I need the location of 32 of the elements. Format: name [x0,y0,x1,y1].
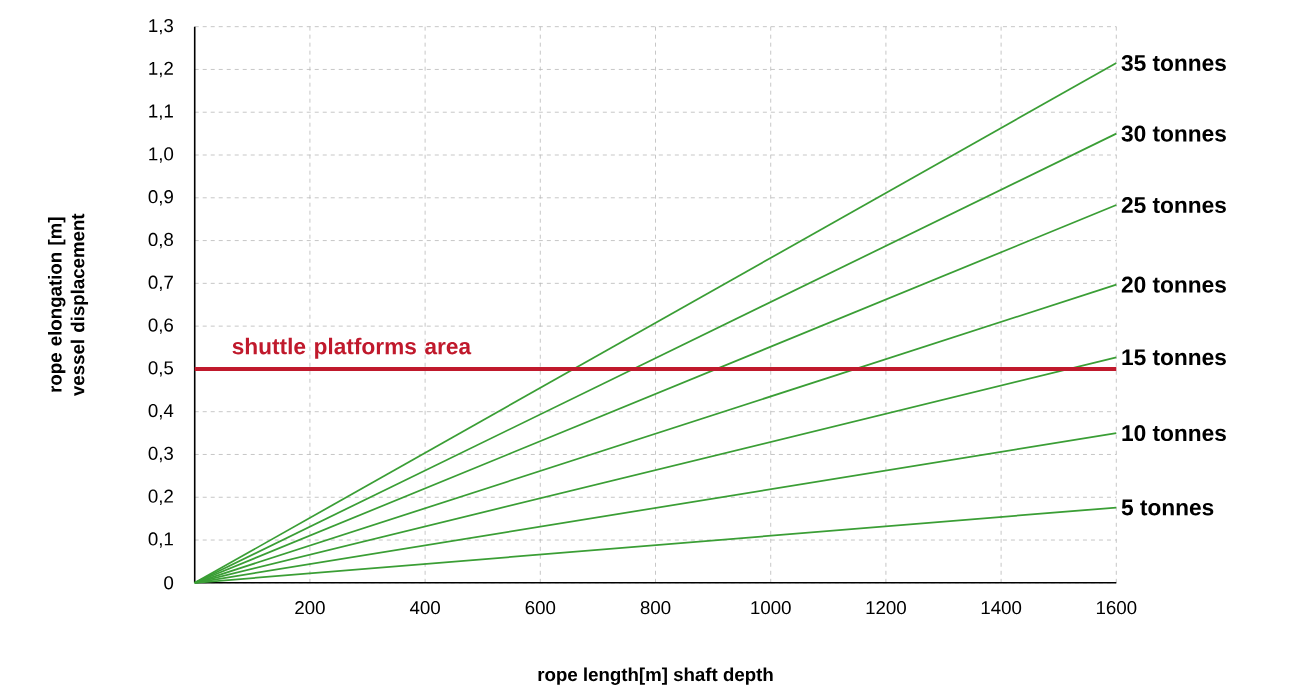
series-label: 35 tonnes [1121,55,1226,72]
series-label: 10 tonnes [1122,425,1226,442]
x-axis-title: rope length[m] shaft depth [538,667,773,685]
x-tick-label: 1000 [751,601,791,615]
y-tick-label: 1,1 [149,104,173,120]
y-tick-label: 0,7 [148,275,173,292]
y-tick-label: 1,3 [149,19,173,35]
y-tick-label: 0,3 [148,446,173,463]
y-axis-title: rope elongation [m] vessel displacement [47,213,89,397]
y-tick-label: 0,2 [148,489,173,506]
y-tick-label: 0,6 [148,318,173,334]
y-tick-label: 0,4 [148,404,174,420]
x-tick-label: 1600 [1096,601,1137,615]
x-tick-label: 800 [640,601,671,615]
series-label: 5 tonnes [1121,499,1214,516]
y-tick-label: 1,0 [149,147,174,163]
ref-line-label: shuttle platforms area [232,337,472,359]
series-label: 15 tonnes [1122,349,1226,366]
series-label: 20 tonnes [1121,276,1226,293]
series-label: 30 tonnes [1121,125,1226,142]
y-tick-label: 0,9 [148,190,173,206]
y-tick-label: 1,2 [149,61,173,78]
y-tick-label: 0,5 [148,361,174,377]
x-tick-label: 400 [409,601,440,615]
x-tick-label: 1400 [981,601,1022,615]
series-label: 25 tonnes [1121,197,1226,214]
y-tick-label: 0,1 [148,532,173,548]
x-tick-label: 600 [525,601,556,615]
y-tick-label: 0 [164,576,174,590]
y-tick-label: 0,8 [148,232,174,249]
x-tick-label: 1200 [866,601,906,615]
x-tick-label: 200 [295,601,325,615]
